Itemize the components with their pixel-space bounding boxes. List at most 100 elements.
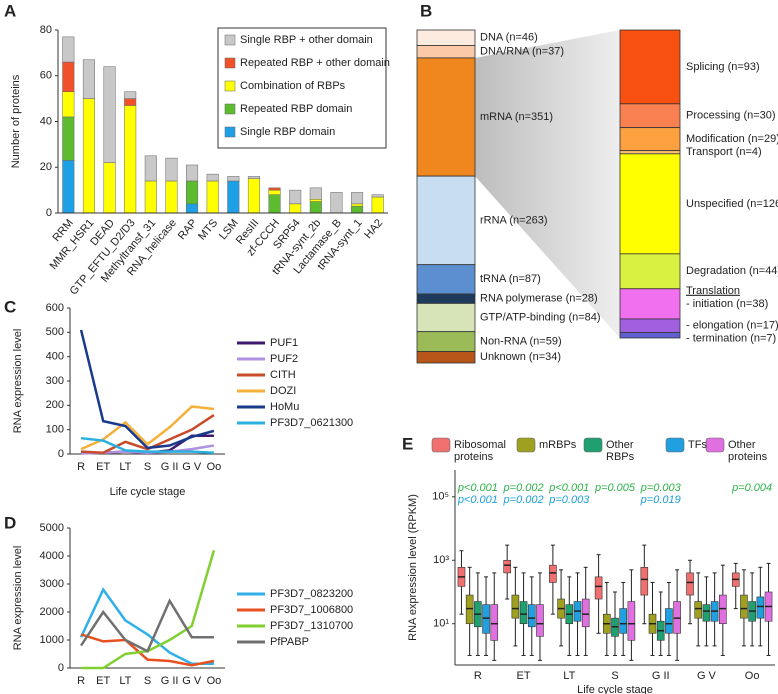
bar-segment (124, 91, 137, 99)
box (756, 596, 765, 619)
bar-segment (82, 98, 95, 214)
segment-label: Modification (n=29) (686, 133, 778, 145)
x-tick-label: ET (96, 675, 110, 687)
x-tick-label: LT (119, 675, 131, 687)
bar-segment (309, 199, 322, 202)
legend-swatch (224, 57, 236, 69)
bar-segment (351, 192, 364, 205)
bar-segment (330, 192, 343, 214)
legend-label: Single RBP domain (240, 126, 335, 138)
column-segment (619, 29, 681, 105)
box (581, 598, 590, 628)
x-tick-label: R (77, 461, 85, 473)
box (511, 594, 520, 619)
y-tick-label: 600 (46, 302, 64, 314)
box (702, 604, 711, 622)
bar-segment (206, 173, 219, 182)
series-line (80, 598, 214, 653)
segment-label: GTP/ATP-binding (n=84) (480, 311, 601, 323)
bar-segment (351, 203, 364, 207)
series-line (79, 587, 214, 666)
bar-segment (103, 162, 116, 214)
segment-label: - termination (n=7) (686, 333, 776, 345)
legend-swatch (224, 34, 236, 46)
panel-label: E (402, 434, 413, 453)
series-line (80, 436, 214, 455)
expansion-wedge (475, 30, 620, 338)
column-segment (619, 103, 681, 129)
bar-segment (62, 91, 75, 118)
bar-segment (268, 194, 281, 214)
box (536, 604, 544, 637)
y-tick-label: 3000 (40, 578, 64, 590)
legend-label: PfPABP (270, 636, 309, 648)
legend-label: mRBPs (539, 439, 577, 451)
bar-segment (206, 180, 219, 214)
column-segment (416, 351, 476, 364)
column-segment (416, 303, 476, 333)
x-tick-label: Oo (207, 675, 222, 687)
legend-label: Ribosomal proteins (454, 439, 506, 463)
column-segment (416, 264, 476, 295)
y-tick-label: 80 (40, 24, 52, 36)
box (719, 594, 727, 625)
column-segment (619, 318, 681, 333)
segment-label: RNA polymerase (n=28) (480, 293, 598, 305)
y-tick-label: 10³ (433, 554, 449, 566)
series-line (80, 633, 215, 667)
segment-label: DNA (n=46) (480, 32, 538, 44)
panel-label: D (4, 513, 16, 532)
box (740, 594, 748, 619)
x-tick-label: Oo (745, 670, 760, 682)
box (665, 608, 673, 634)
p-value: p=0.003 (640, 482, 682, 494)
bar-segment (309, 201, 322, 214)
box (519, 601, 528, 625)
bar-segment (268, 189, 281, 195)
segment-label: Degradation (n=44) (686, 265, 778, 277)
bar-segment (309, 187, 322, 200)
y-axis-label: RNA expression level (RPKM) (407, 494, 419, 641)
y-tick-label: 2000 (40, 606, 64, 618)
legend-label: Repeated RBP + other domain (240, 57, 390, 69)
bar-segment (186, 203, 199, 214)
x-tick-label: ET (517, 670, 531, 682)
segment-label: Transport (n=4) (686, 146, 762, 158)
y-tick-label: 5000 (40, 522, 64, 534)
segment-label: Unspecified (n=126) (686, 198, 778, 210)
segment-label: Unknown (n=34) (480, 351, 561, 363)
legend-swatch (431, 437, 451, 453)
column-segment (416, 57, 476, 177)
legend-label: PF3D7_1006800 (270, 604, 353, 616)
segment-label: - elongation (n=17) (686, 320, 778, 332)
y-tick-label: 0 (58, 662, 64, 674)
y-tick-label: 10¹ (433, 618, 449, 630)
x-tick-label: R (77, 675, 85, 687)
legend-label: DOZI (270, 385, 296, 397)
legend-label: CITH (270, 369, 296, 381)
x-tick-label: ET (96, 461, 110, 473)
legend-label: PUF2 (270, 353, 298, 365)
box (640, 567, 649, 596)
y-tick-label: 400 (46, 351, 64, 363)
segment-label: tRNA (n=87) (480, 273, 541, 285)
bar-segment (289, 203, 302, 214)
panel-label: C (4, 297, 16, 316)
column-segment (619, 253, 681, 290)
x-tick-label: G V (182, 675, 202, 687)
legend-label: HoMu (270, 401, 299, 413)
legend-swatch (705, 437, 725, 453)
legend-label: Single RBP + other domain (240, 34, 373, 46)
p-value: p<0.001 (457, 482, 498, 494)
column-segment (619, 150, 681, 155)
bar-segment (82, 59, 95, 99)
x-tick-label: S (611, 670, 618, 682)
column-segment (416, 293, 476, 304)
column-segment (416, 45, 476, 59)
legend-swatch (665, 437, 685, 453)
y-tick-label: 10⁵ (432, 491, 449, 503)
legend-label: PF3D7_0621300 (270, 417, 353, 429)
bar-segment (371, 194, 384, 198)
x-tick-label: S (144, 461, 151, 473)
bar-segment (247, 178, 260, 214)
